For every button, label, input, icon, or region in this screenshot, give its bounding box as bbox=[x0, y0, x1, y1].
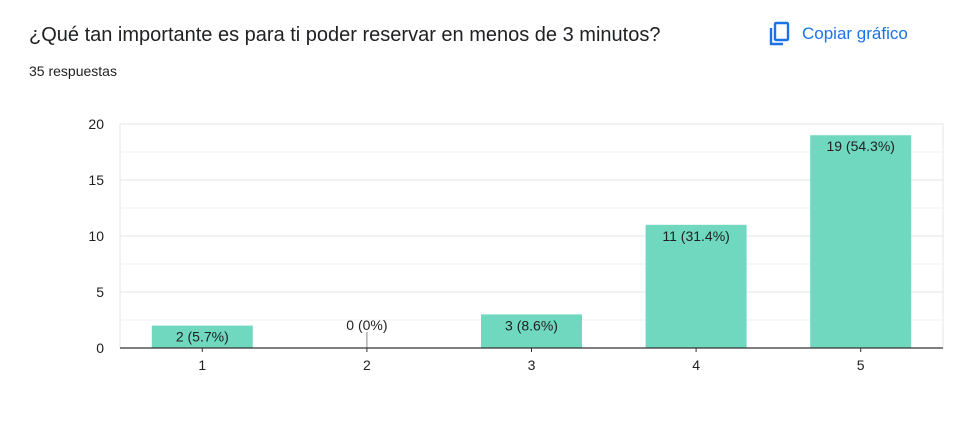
y-tick-label: 20 bbox=[88, 116, 104, 132]
data-label: 2 (5.7%) bbox=[176, 329, 229, 345]
response-count: 35 respuestas bbox=[29, 63, 117, 79]
x-tick-label: 4 bbox=[692, 357, 700, 373]
data-label: 3 (8.6%) bbox=[505, 317, 558, 333]
y-tick-label: 10 bbox=[88, 228, 104, 244]
y-tick-label: 5 bbox=[96, 284, 104, 300]
bar bbox=[810, 135, 912, 348]
question-title: ¿Qué tan importante es para ti poder res… bbox=[29, 24, 661, 46]
x-tick-label: 2 bbox=[363, 357, 371, 373]
data-label: 0 (0%) bbox=[346, 317, 387, 333]
x-tick-label: 3 bbox=[528, 357, 536, 373]
copy-icon bbox=[768, 21, 790, 47]
y-tick-label: 0 bbox=[96, 340, 104, 356]
x-tick-label: 5 bbox=[857, 357, 865, 373]
bar bbox=[151, 325, 253, 348]
x-tick-label: 1 bbox=[198, 357, 206, 373]
bar bbox=[481, 314, 582, 348]
y-tick-label: 15 bbox=[88, 172, 104, 188]
copy-chart-button[interactable]: Copiar gráfico bbox=[762, 18, 914, 50]
copy-chart-label: Copiar gráfico bbox=[802, 24, 908, 43]
data-label: 11 (31.4%) bbox=[662, 228, 729, 244]
bar bbox=[645, 224, 747, 348]
data-label: 19 (54.3%) bbox=[826, 138, 894, 154]
